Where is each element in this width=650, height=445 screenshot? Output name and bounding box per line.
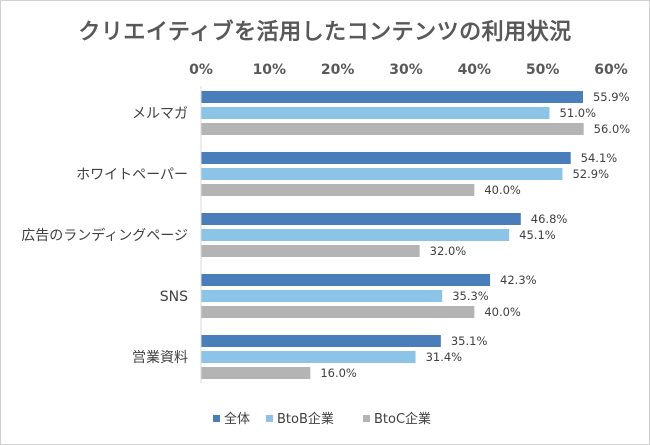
chart-title: クリエイティブを活用したコンテンツの利用状況 xyxy=(78,20,572,45)
bar xyxy=(201,229,510,241)
data-label: 51.0% xyxy=(560,106,597,120)
bar xyxy=(201,91,583,103)
bar xyxy=(201,351,416,363)
bar xyxy=(201,306,475,318)
data-label: 40.0% xyxy=(484,183,521,197)
bar xyxy=(201,107,550,119)
data-label: 45.1% xyxy=(519,228,556,242)
bar xyxy=(201,213,521,225)
x-tick-label: 50% xyxy=(526,62,560,78)
bar xyxy=(201,184,475,196)
bar xyxy=(201,335,441,347)
category-label: 広告のランディングページ xyxy=(21,227,188,244)
data-label: 35.1% xyxy=(451,334,488,348)
legend-swatch xyxy=(266,415,273,422)
x-tick-label: 60% xyxy=(594,62,628,78)
legend-swatch xyxy=(213,415,220,422)
data-label: 54.1% xyxy=(581,151,618,165)
data-label: 31.4% xyxy=(426,350,463,364)
category-label: SNS xyxy=(160,289,188,305)
x-tick-label: 10% xyxy=(253,62,287,78)
bar xyxy=(201,123,584,135)
data-label: 42.3% xyxy=(500,273,537,287)
data-label: 40.0% xyxy=(484,305,521,319)
bar xyxy=(201,245,420,257)
bar xyxy=(201,290,443,302)
category-label: ホワイトペーパー xyxy=(76,167,188,183)
data-label: 46.8% xyxy=(531,212,568,226)
bar xyxy=(201,168,563,180)
data-label: 32.0% xyxy=(430,244,467,258)
legend-label: BtoB企業 xyxy=(277,411,334,427)
category-label: 営業資料 xyxy=(132,350,188,366)
x-tick-label: 20% xyxy=(321,62,355,78)
x-tick-label: 40% xyxy=(458,62,492,78)
data-label: 35.3% xyxy=(452,289,489,303)
data-label: 56.0% xyxy=(594,122,631,136)
legend-swatch xyxy=(363,415,370,422)
legend-label: 全体 xyxy=(224,411,250,427)
bar xyxy=(201,367,311,379)
data-label: 52.9% xyxy=(572,167,609,181)
x-tick-label: 0% xyxy=(189,62,213,78)
x-tick-label: 30% xyxy=(389,62,423,78)
bar xyxy=(201,274,491,286)
data-label: 55.9% xyxy=(593,90,630,104)
data-label: 16.0% xyxy=(320,366,357,380)
category-label: メルマガ xyxy=(132,106,188,122)
legend-label: BtoC企業 xyxy=(374,411,431,427)
bar xyxy=(201,152,571,164)
